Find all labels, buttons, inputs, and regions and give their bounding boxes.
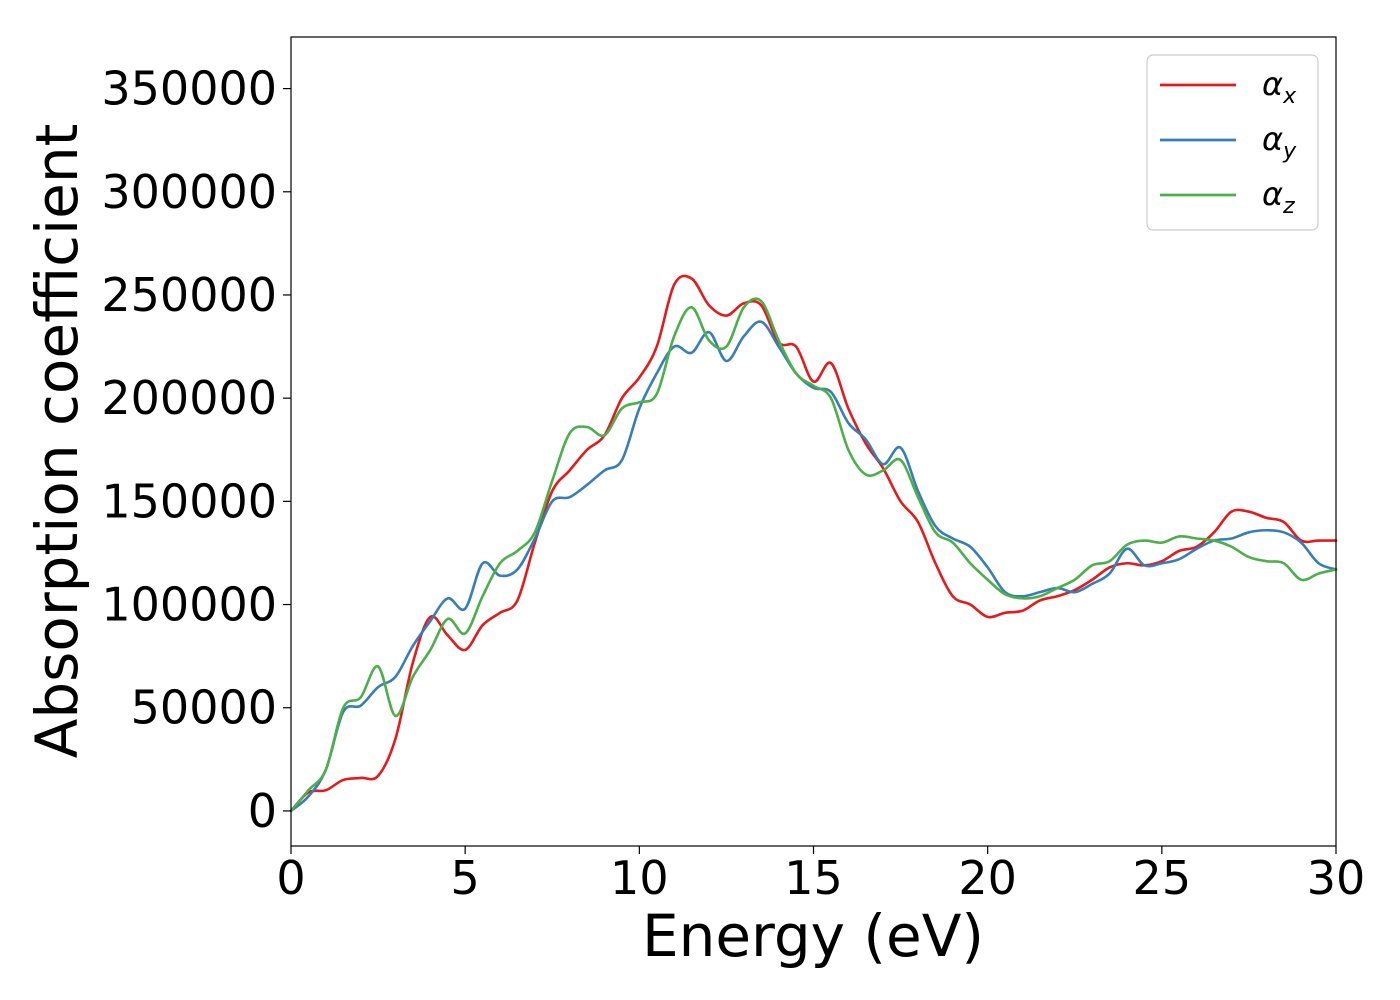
x-tick-label: 10	[610, 851, 669, 905]
series-line-x	[289, 274, 1338, 813]
legend-label-z: αz	[1262, 175, 1295, 219]
x-tick-label: 30	[1307, 851, 1366, 905]
y-tick-label: 0	[248, 784, 277, 838]
legend-subscript: z	[1282, 194, 1295, 219]
series-line-z	[289, 297, 1338, 813]
legend-box	[1146, 54, 1319, 231]
y-axis-title: Absorption coefficient	[23, 124, 91, 759]
x-tick-label: 15	[784, 851, 843, 905]
x-tick-label: 20	[958, 851, 1017, 905]
legend-subscript: y	[1282, 139, 1297, 164]
y-tick-label: 150000	[101, 474, 277, 528]
y-tick-label: 350000	[101, 62, 277, 116]
legend-subscript: x	[1282, 84, 1297, 109]
y-tick-label: 100000	[101, 578, 277, 632]
x-axis-title: Energy (eV)	[642, 902, 984, 970]
y-tick-label: 200000	[101, 371, 277, 425]
legend-symbol: α	[1262, 65, 1283, 103]
x-tick-label: 25	[1133, 851, 1192, 905]
y-axis: 0 50000 100000 150000 200000 250000 300000 3500…	[101, 62, 291, 838]
series-line-y	[289, 320, 1338, 813]
series-layer	[289, 274, 1338, 813]
legend-symbol: α	[1262, 175, 1283, 213]
y-tick-label: 50000	[131, 681, 277, 735]
y-tick-label: 300000	[101, 165, 277, 219]
x-axis: 0 5 10 15 20 25 30	[276, 846, 1365, 905]
legend-symbol: α	[1262, 120, 1283, 158]
legend-label-x: αx	[1262, 65, 1297, 109]
y-tick-label: 250000	[101, 268, 277, 322]
x-tick-label: 5	[451, 851, 480, 905]
legend-label-y: αy	[1262, 120, 1297, 164]
x-tick-label: 0	[276, 851, 305, 905]
